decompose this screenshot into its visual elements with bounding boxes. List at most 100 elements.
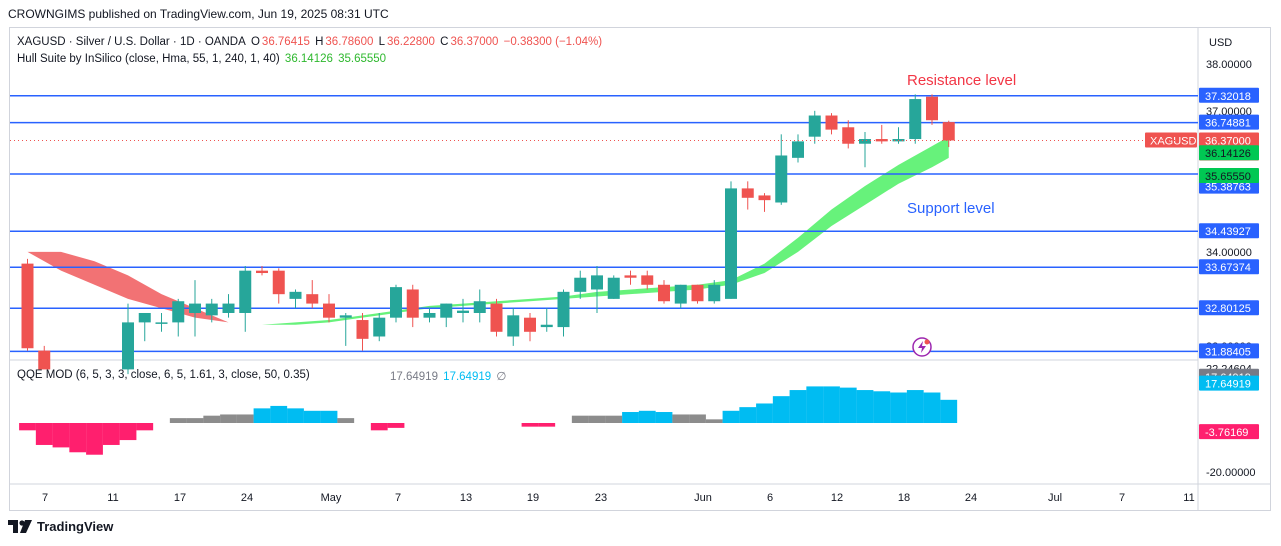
qqe-histogram (19, 386, 958, 455)
candle-body (356, 320, 369, 339)
candle-body (775, 155, 788, 203)
time-label-0: 7 (42, 492, 48, 504)
qqe-bar (253, 408, 271, 423)
svg-text:34.43927: 34.43927 (1205, 226, 1251, 238)
level-tag-4: 33.67374 (1199, 259, 1259, 275)
candle-body (557, 291, 570, 328)
candle-body (189, 303, 201, 313)
qqe-bar (538, 423, 556, 427)
candle-body (792, 141, 804, 158)
time-label-3: 24 (241, 492, 253, 504)
tradingview-logo-icon (8, 520, 32, 533)
time-label-15: 7 (1119, 492, 1125, 504)
candle-body (808, 115, 821, 137)
symbol-legend[interactable]: XAGUSD · Silver / U.S. Dollar · 1D · OAN… (17, 36, 603, 48)
qqe-bar (287, 408, 304, 423)
hull-band-down (27, 251, 262, 325)
qqe-bar (521, 423, 539, 427)
qqe-bar (370, 423, 388, 431)
svg-text:17.64919: 17.64919 (1205, 379, 1251, 391)
time-label-8: 23 (595, 492, 607, 504)
candle-body (725, 188, 737, 299)
svg-text:37.32018: 37.32018 (1205, 91, 1251, 103)
qqe-bar (940, 399, 958, 423)
candle-body (825, 115, 838, 130)
qqe-bar (169, 418, 187, 423)
qqe-bar (19, 423, 36, 431)
candle-body (205, 303, 218, 316)
symbol-title: XAGUSD · Silver / U.S. Dollar · 1D · OAN… (17, 36, 246, 48)
event-icon[interactable] (912, 337, 932, 357)
qqe-bar (303, 410, 321, 423)
open-value: 36.76415 (261, 36, 310, 48)
svg-text:36.74881: 36.74881 (1205, 118, 1251, 130)
candle-body (641, 275, 654, 285)
candle-body (21, 263, 34, 349)
hull-value-1: 36.14126 (284, 53, 333, 65)
tradingview-logo[interactable]: TradingView (8, 519, 113, 534)
qqe-bar (772, 396, 790, 423)
qqe-bar (220, 414, 237, 423)
candle-body (138, 312, 151, 323)
candle-body (473, 301, 486, 313)
change-value: −0.38300 (−1.04%) (503, 36, 603, 48)
qqe-bar (203, 415, 221, 423)
candle-body (289, 291, 302, 299)
hull-title: Hull Suite by InSilico (close, Hma, 55, … (17, 53, 280, 65)
time-label-13: 24 (965, 492, 977, 504)
qqe-bar (806, 386, 824, 423)
candle-body (574, 277, 587, 292)
level-tag-0: 37.32018 (1199, 87, 1259, 103)
candle-body (239, 270, 252, 313)
svg-text:32.80125: 32.80125 (1205, 303, 1251, 315)
hull-suite-band (27, 136, 949, 325)
qqe-bar (638, 410, 656, 423)
candle-body (758, 195, 771, 201)
candle-body (256, 270, 268, 274)
qqe-bar (588, 415, 606, 423)
qqe-bar (102, 423, 120, 445)
time-label-16: 11 (1183, 492, 1194, 504)
candle-body (741, 188, 754, 198)
candle-body (172, 301, 185, 323)
qqe-bar (739, 407, 757, 423)
candle-body (440, 303, 453, 318)
hull-tag-2: 35.65550 (1199, 168, 1259, 184)
time-axis: 7 11 17 24 May 7 13 19 23 Jun 6 12 18 24 Jul 7 11 (42, 492, 1195, 504)
candle-body (423, 312, 436, 318)
qqe-bar (705, 419, 723, 423)
time-label-4: May (321, 492, 342, 504)
osc-tag-3: -3.76169 (1199, 424, 1259, 440)
qqe-bar (35, 423, 53, 445)
candle-body (524, 317, 536, 332)
candle-body (842, 127, 855, 144)
time-label-2: 17 (174, 492, 186, 504)
support-annotation: Support level (907, 200, 995, 217)
resistance-annotation: Resistance level (907, 72, 1016, 89)
qqe-legend[interactable]: QQE MOD (6, 5, 3, 3, close, 6, 5, 1.61, … (17, 369, 312, 381)
price-tick-2: 34.00000 (1206, 247, 1252, 259)
qqe-value-1: 17.64919 (390, 371, 438, 383)
candle-body (540, 324, 553, 328)
qqe-value-2: 17.64919 (443, 371, 492, 383)
svg-text:36.37000: 36.37000 (1205, 135, 1251, 147)
currency-label[interactable]: USD (1209, 37, 1233, 49)
qqe-bar (689, 414, 706, 423)
candle-body (155, 322, 168, 324)
qqe-bar (337, 418, 355, 423)
qqe-bar (605, 415, 623, 423)
qqe-values: 17.64919 17.64919 ∅ (390, 369, 508, 383)
qqe-title: QQE MOD (6, 5, 3, 3, close, 6, 5, 1.61, … (17, 369, 310, 381)
qqe-value-3: ∅ (496, 371, 507, 383)
qqe-bar (655, 412, 673, 423)
qqe-bar (320, 410, 338, 423)
qqe-bar (789, 390, 807, 423)
qqe-bar (571, 415, 589, 423)
candle-body (38, 350, 51, 370)
candle-body (406, 289, 419, 318)
candle-body (373, 317, 386, 337)
candle-body (691, 284, 704, 302)
hull-legend[interactable]: Hull Suite by InSilico (close, Hma, 55, … (17, 53, 388, 65)
level-tag-3: 34.43927 (1199, 223, 1259, 239)
